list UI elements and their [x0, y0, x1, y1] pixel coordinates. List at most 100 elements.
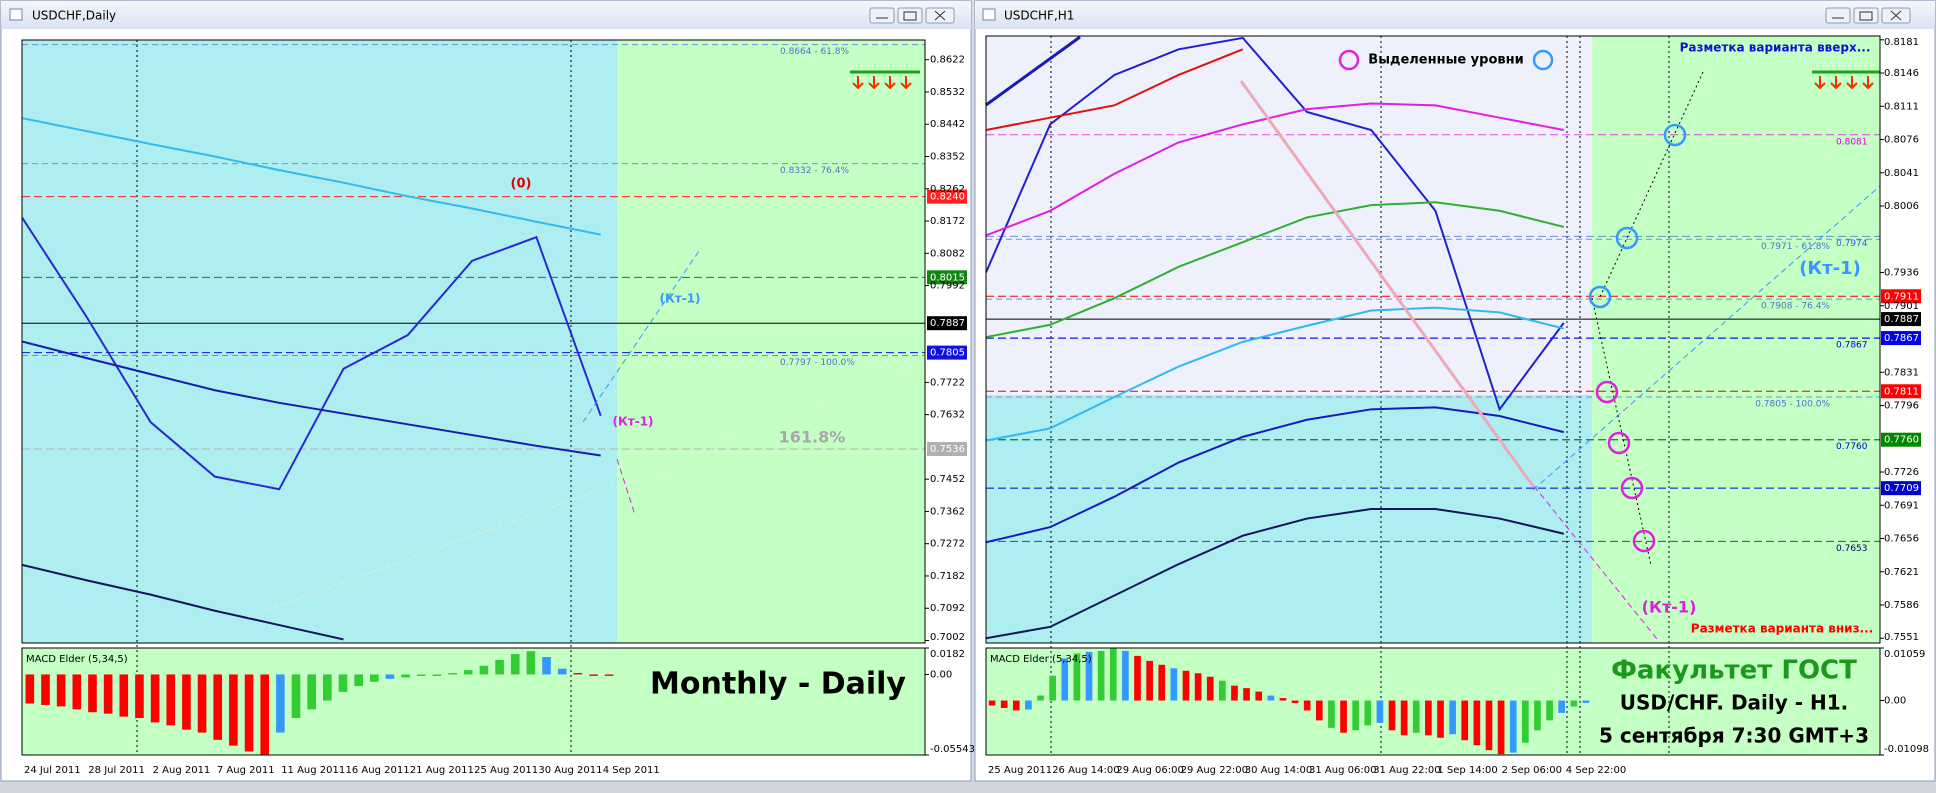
y-tick-label: 0.8146 [1884, 68, 1919, 79]
x-tick-label: 11 Aug 2011 [281, 765, 345, 776]
histogram-bar [1364, 700, 1372, 726]
annotation: Monthly - Daily [650, 667, 906, 702]
history-zone [22, 40, 617, 643]
y-tick-label: 0.8532 [930, 87, 965, 98]
histogram-bar [369, 674, 379, 682]
series-line [22, 340, 601, 457]
series-line [22, 563, 344, 641]
histogram-bar [1534, 700, 1541, 731]
series-line [986, 102, 1564, 237]
y-tick-label: 0.0182 [930, 649, 965, 660]
annotation: (Кт-1) [612, 415, 653, 429]
level-tag: 0.7867 [1836, 341, 1868, 351]
histogram-bar [542, 657, 551, 675]
histogram-bar [573, 672, 583, 675]
price-tag: 0.7887 [930, 318, 965, 329]
x-tick-label: 7 Aug 2011 [217, 765, 275, 776]
histogram-bar [1328, 700, 1335, 728]
histogram-bar [182, 674, 191, 730]
window-buttons [1825, 7, 1911, 24]
x-tick-label: 2 Sep 06:00 [1502, 765, 1562, 776]
y-tick-label: 0.7726 [1884, 467, 1919, 478]
annotation: (Кт-1) [659, 292, 700, 306]
plot-layer: 0.8664 - 61.8% 0.8332 - 76.4% 0.7797 - 100… [22, 36, 1880, 755]
histogram-bar [1522, 700, 1529, 743]
price-tag: 0.8015 [930, 272, 965, 283]
histogram-bar [56, 674, 66, 707]
histogram-bar [1340, 700, 1347, 733]
y-tick-label: 0.00 [1884, 696, 1906, 707]
y-tick-label: 0.7362 [930, 506, 965, 517]
price-tag: 0.7536 [930, 444, 965, 455]
histogram-bar [1315, 700, 1323, 721]
histogram-bar [1437, 700, 1444, 738]
histogram-bar [1570, 700, 1578, 707]
y-tick-label: 0.7452 [930, 474, 965, 485]
histogram-bar [135, 674, 144, 719]
histogram-bar [1194, 673, 1202, 701]
histogram-bar [166, 674, 176, 726]
lower-zone [986, 395, 1592, 643]
y-tick-label: 0.8352 [930, 152, 965, 163]
histogram-bar [1219, 680, 1226, 701]
x-tick-label: 16 Aug 2011 [346, 765, 410, 776]
fibo-label: 0.8332 - 76.4% [780, 166, 849, 176]
y-tick-label: 0.8076 [1884, 135, 1919, 146]
y-tick-label: 0.8262 [930, 184, 965, 195]
annotation: (0) [511, 177, 532, 192]
y-tick-label: 0.8041 [1884, 168, 1919, 179]
histogram-bar [1388, 700, 1396, 731]
histogram-bar [88, 674, 97, 713]
histogram-bar [323, 674, 332, 701]
minimize-button[interactable] [869, 7, 895, 24]
price-tag-box [927, 189, 967, 204]
level-tag: 0.8081 [1836, 137, 1868, 147]
histogram-bar [1206, 676, 1214, 701]
future-zone [617, 40, 925, 643]
histogram-bar [229, 674, 238, 746]
histogram-bar [244, 674, 254, 752]
x-tick-label: 1 Sep 14:00 [1437, 765, 1497, 776]
maximize-button[interactable] [1853, 7, 1879, 24]
y-tick-label: 0.7796 [1884, 401, 1919, 412]
price-tag: 0.7887 [1884, 314, 1919, 325]
annotation: 5 сентября 7:30 GMT+3 [1599, 724, 1869, 748]
window-buttons [869, 7, 955, 24]
histogram-bar [1109, 648, 1117, 701]
histogram-bar [1000, 700, 1008, 708]
y-tick-label: 0.7002 [930, 632, 965, 643]
histogram-bar [1400, 700, 1408, 736]
histogram-bar [1473, 700, 1481, 746]
histogram-bar [1146, 660, 1153, 701]
annotation: USD/CHF. Daily - H1. [1620, 691, 1849, 715]
fibo-label: 0.7797 - 100.0% [780, 358, 855, 368]
y-tick-label: 0.7722 [930, 377, 965, 388]
histogram-bar [41, 674, 50, 705]
histogram-bar [589, 674, 598, 676]
price-tag-box [927, 270, 967, 285]
y-tick-label: 0.7901 [1884, 301, 1919, 312]
x-tick-label: 30 Aug 14:00 [1245, 765, 1312, 776]
histogram-bar [338, 674, 348, 692]
annotation: (Кт-1) [1799, 258, 1861, 279]
histogram-bar [1122, 650, 1129, 701]
x-tick-label: 21 Aug 2011 [410, 765, 474, 776]
x-tick-label: 30 Aug 2011 [538, 765, 602, 776]
indicator-title: MACD Elder (5,34,5) [990, 654, 1092, 665]
y-tick-label: 0.7551 [1884, 632, 1919, 643]
histogram-bar [1134, 655, 1141, 701]
histogram-bar [1485, 700, 1493, 751]
minimize-button[interactable] [1825, 7, 1851, 24]
maximize-button[interactable] [897, 7, 923, 24]
histogram-bar [197, 674, 207, 733]
histogram-bar [1279, 698, 1287, 701]
price-tag-box [1881, 331, 1921, 346]
histogram-bar [1425, 700, 1432, 736]
level-tag: 0.7653 [1836, 544, 1868, 554]
button-glyphs [1832, 10, 1902, 21]
histogram-bar [1412, 700, 1420, 733]
title-bar [975, 1, 1935, 29]
series-line [986, 48, 1244, 132]
histogram-bar [1243, 688, 1250, 701]
